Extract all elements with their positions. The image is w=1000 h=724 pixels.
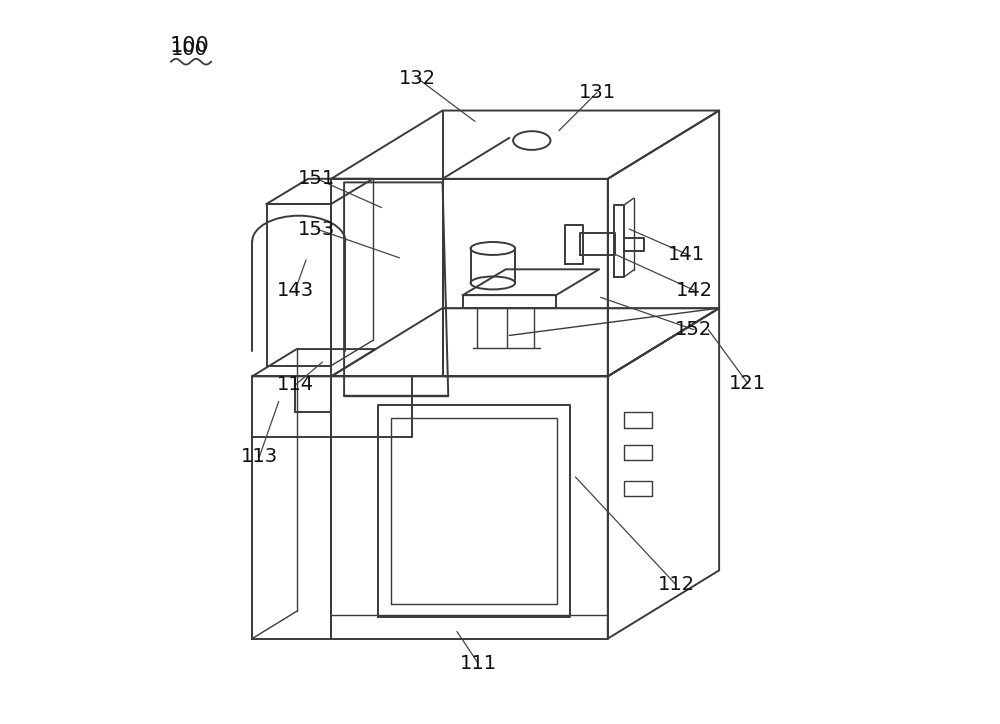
Text: 151: 151 — [298, 169, 335, 188]
Text: 121: 121 — [729, 374, 766, 393]
Text: 152: 152 — [675, 320, 713, 339]
Text: 131: 131 — [578, 83, 616, 102]
Text: 113: 113 — [241, 447, 278, 466]
Text: 100: 100 — [171, 40, 208, 59]
Text: 143: 143 — [277, 281, 314, 300]
Text: 141: 141 — [668, 245, 705, 264]
Text: 114: 114 — [277, 376, 314, 395]
Text: 112: 112 — [657, 575, 695, 594]
Text: 153: 153 — [298, 219, 335, 239]
Text: 111: 111 — [460, 654, 497, 673]
Text: 142: 142 — [675, 281, 713, 300]
Text: 132: 132 — [399, 69, 436, 88]
Text: 100: 100 — [170, 36, 210, 56]
